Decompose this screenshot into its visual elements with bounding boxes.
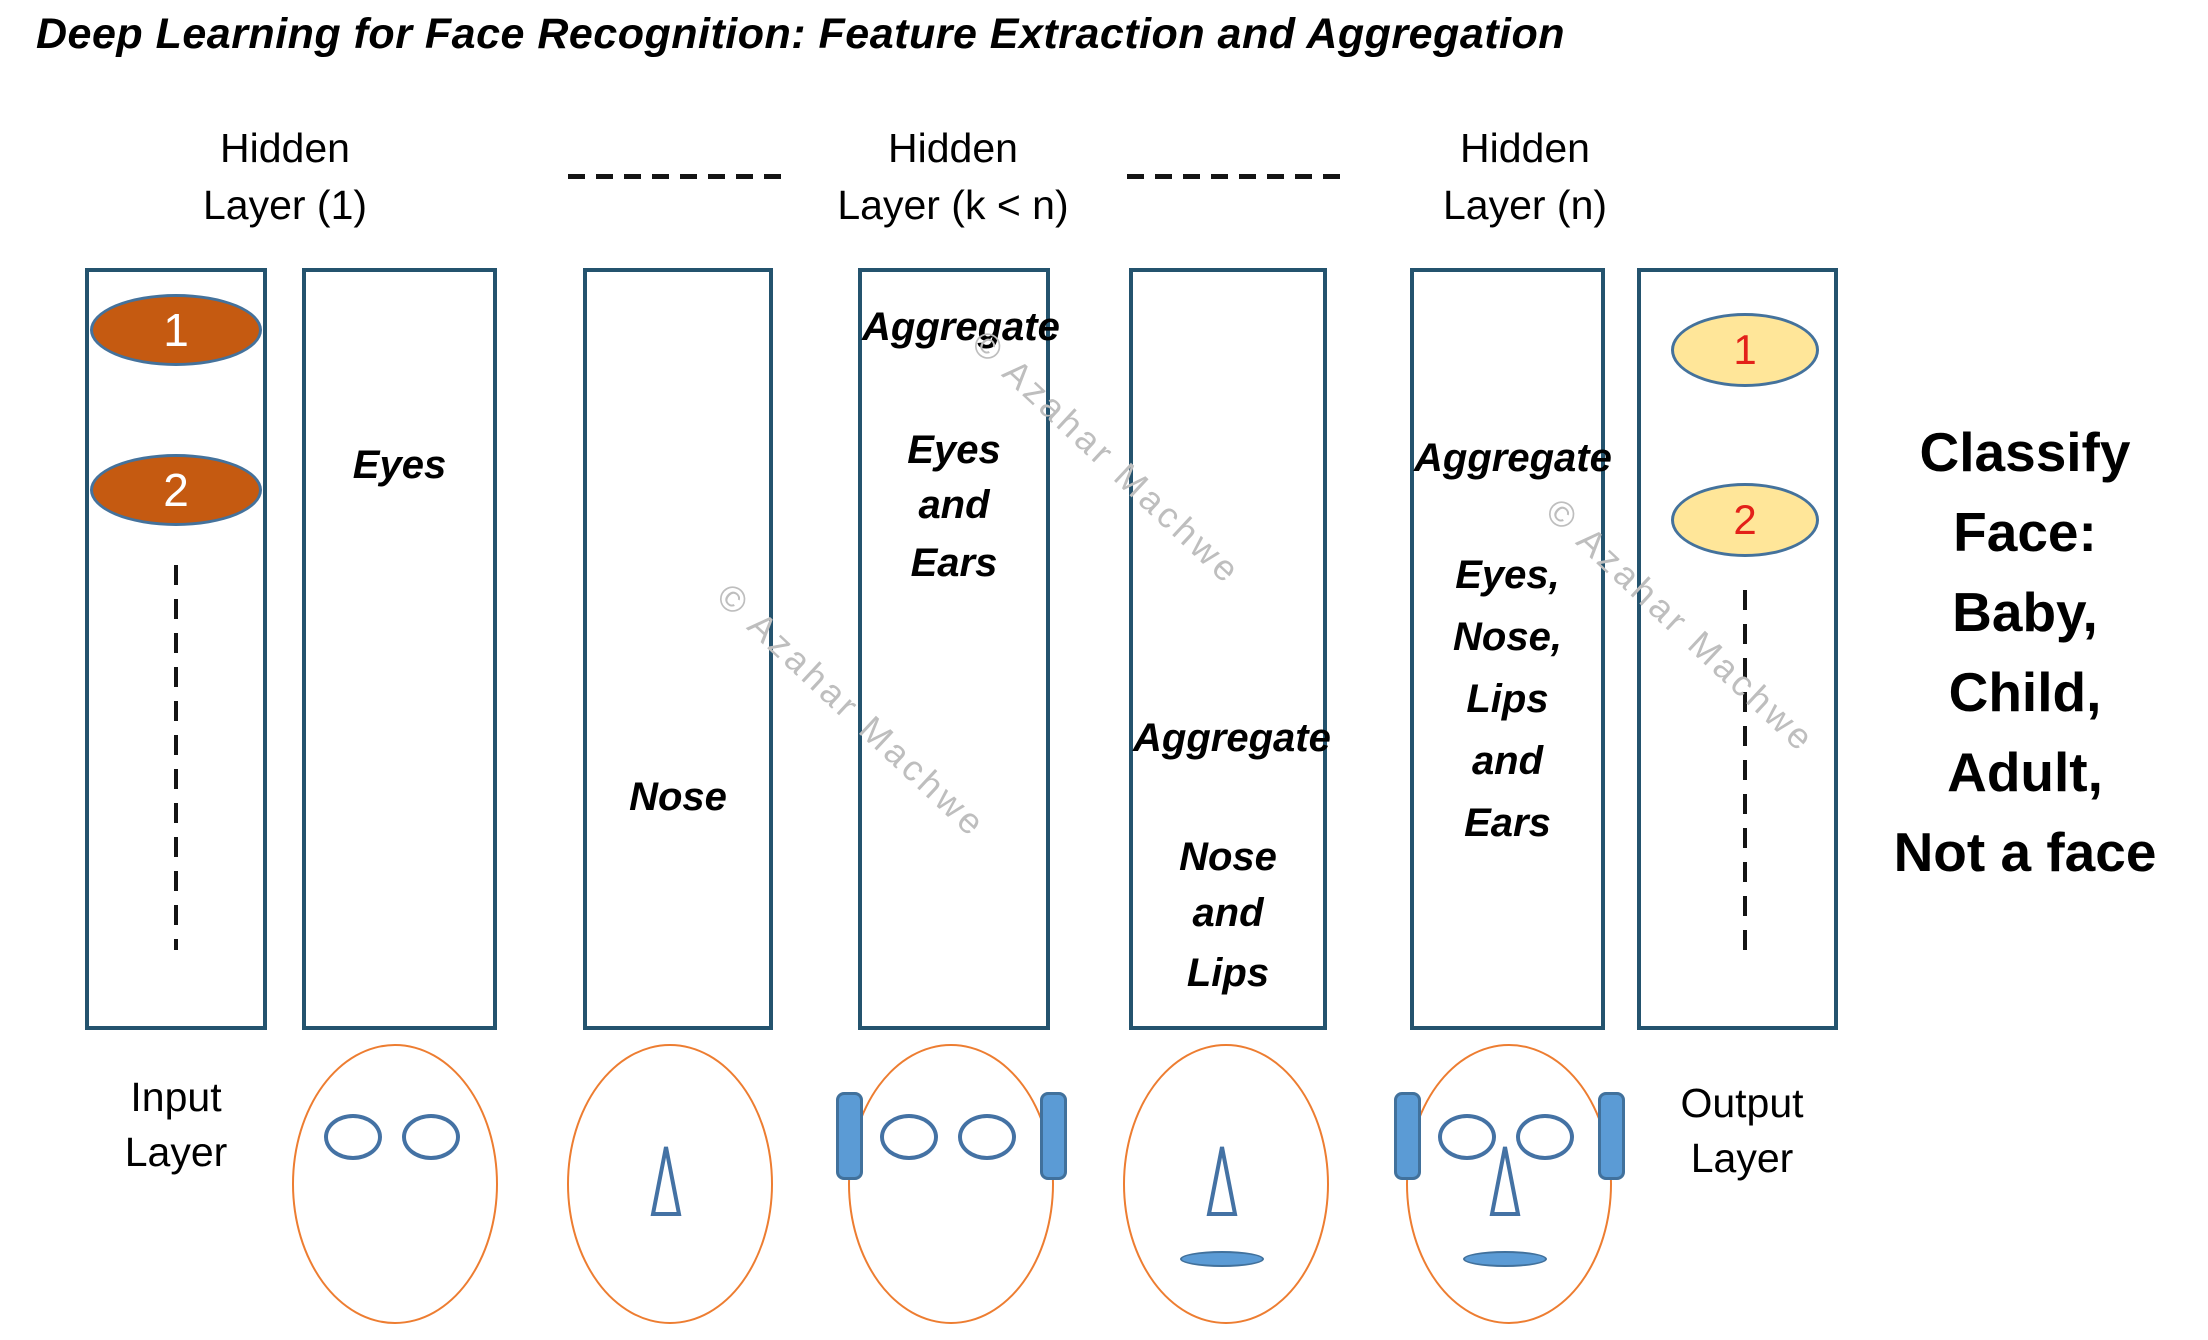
header-hidden-layer-n: Hidden Layer (n)	[1365, 120, 1685, 234]
face4-lips-icon	[1180, 1251, 1264, 1267]
face1-right-eye-icon	[402, 1114, 460, 1160]
agg-all-line-lips: Lips	[1466, 677, 1549, 721]
agg-all-line-ears: Ears	[1464, 801, 1551, 845]
header-hidden-layer-k-line1: Hidden	[888, 125, 1018, 171]
input-layer-label-line2: Layer	[124, 1129, 228, 1175]
output-layer-label-line1: Output	[1680, 1080, 1804, 1126]
face3-right-ear-icon	[1040, 1092, 1067, 1180]
face-sketch-full	[1406, 1044, 1612, 1324]
face3-right-eye-icon	[958, 1114, 1016, 1160]
header-hidden-layer-k-line2: Layer (k < n)	[837, 182, 1069, 228]
output-nodes-ellipsis-dashed-line	[1743, 590, 1747, 955]
agg-eyes-ears-line-aggregate: Aggregate	[862, 305, 1060, 349]
face5-right-ear-icon	[1598, 1092, 1625, 1180]
header-hidden-layer-k: Hidden Layer (k < n)	[793, 120, 1113, 234]
face3-left-ear-icon	[836, 1092, 863, 1180]
face-sketch-nose-lips	[1123, 1044, 1329, 1324]
face1-left-eye-icon	[324, 1114, 382, 1160]
header-hidden-layer-1: Hidden Layer (1)	[125, 120, 445, 234]
header-hidden-layer-n-line1: Hidden	[1460, 125, 1590, 171]
face-sketch-eyes	[292, 1044, 498, 1324]
face5-nose-icon	[1489, 1146, 1521, 1216]
classify-line-notaface: Not a face	[1893, 821, 2157, 883]
header-hidden-layer-n-line2: Layer (n)	[1442, 182, 1608, 228]
agg-all-line-nose: Nose,	[1453, 615, 1562, 659]
agg-nose-lips-box: Aggregate Nose and Lips	[1129, 268, 1331, 1030]
page-title: Deep Learning for Face Recognition: Feat…	[36, 10, 1566, 58]
agg-eyes-ears-line-eyes: Eyes	[907, 428, 1001, 472]
nose-layer-label: Nose	[629, 775, 727, 819]
input-nodes-ellipsis-dashed-line	[174, 565, 178, 950]
agg-nose-lips-line-and: and	[1192, 891, 1264, 935]
agg-all-line-aggregate: Aggregate	[1414, 436, 1612, 480]
output-node-1: 1	[1671, 313, 1819, 387]
classification-text: Classify Face: Baby, Child, Adult, Not a…	[1860, 412, 2190, 892]
classify-line-child: Child,	[1948, 661, 2102, 723]
header-dashed-line-right	[1127, 174, 1343, 179]
input-node-2-label: 2	[163, 464, 189, 516]
agg-nose-lips-line-nose: Nose	[1179, 835, 1277, 879]
hidden-layer-1-box: Eyes	[302, 268, 497, 1030]
header-hidden-layer-1-line1: Hidden	[220, 125, 350, 171]
classify-line-adult: Adult,	[1947, 741, 2103, 803]
agg-nose-lips-line-lips: Lips	[1186, 951, 1270, 995]
nose-layer-box: Nose	[583, 268, 773, 1030]
face5-left-eye-icon	[1438, 1114, 1496, 1160]
classify-line-baby: Baby,	[1952, 581, 2098, 643]
face-sketch-eyes-ears	[848, 1044, 1054, 1324]
header-dashed-line-left	[568, 174, 784, 179]
output-node-1-label: 1	[1733, 326, 1757, 373]
face2-nose-icon	[650, 1146, 682, 1216]
face3-left-eye-icon	[880, 1114, 938, 1160]
hidden-layer-1-label: Eyes	[352, 443, 447, 487]
input-layer-label-line1: Input	[130, 1074, 222, 1120]
agg-all-line-and: and	[1471, 739, 1544, 783]
output-layer-label-line2: Layer	[1690, 1135, 1794, 1181]
face5-left-ear-icon	[1394, 1092, 1421, 1180]
agg-eyes-ears-line-and: and	[918, 483, 990, 527]
output-layer-box	[1637, 268, 1838, 1030]
output-layer-label: Output Layer	[1592, 1076, 1892, 1186]
face-sketch-nose	[567, 1044, 773, 1324]
input-node-1-label: 1	[163, 304, 189, 356]
classify-line-face: Face:	[1953, 501, 2097, 563]
face5-right-eye-icon	[1516, 1114, 1574, 1160]
output-node-2-label: 2	[1733, 496, 1757, 543]
agg-eyes-ears-line-ears: Ears	[910, 541, 998, 585]
input-layer-label: Input Layer	[26, 1070, 326, 1180]
hidden-layer-k-box: Aggregate Eyes and Ears	[858, 268, 1060, 1030]
input-node-1: 1	[90, 294, 262, 366]
face5-lips-icon	[1463, 1251, 1547, 1267]
agg-all-line-eyes: Eyes,	[1455, 553, 1560, 597]
classify-line-classify: Classify	[1919, 421, 2131, 483]
output-node-2: 2	[1671, 483, 1819, 557]
agg-nose-lips-line-aggregate: Aggregate	[1133, 716, 1331, 760]
header-hidden-layer-1-line2: Layer (1)	[202, 182, 368, 228]
input-node-2: 2	[90, 454, 262, 526]
hidden-layer-n-box: Aggregate Eyes, Nose, Lips and Ears	[1410, 268, 1612, 1030]
face4-nose-icon	[1206, 1146, 1238, 1216]
